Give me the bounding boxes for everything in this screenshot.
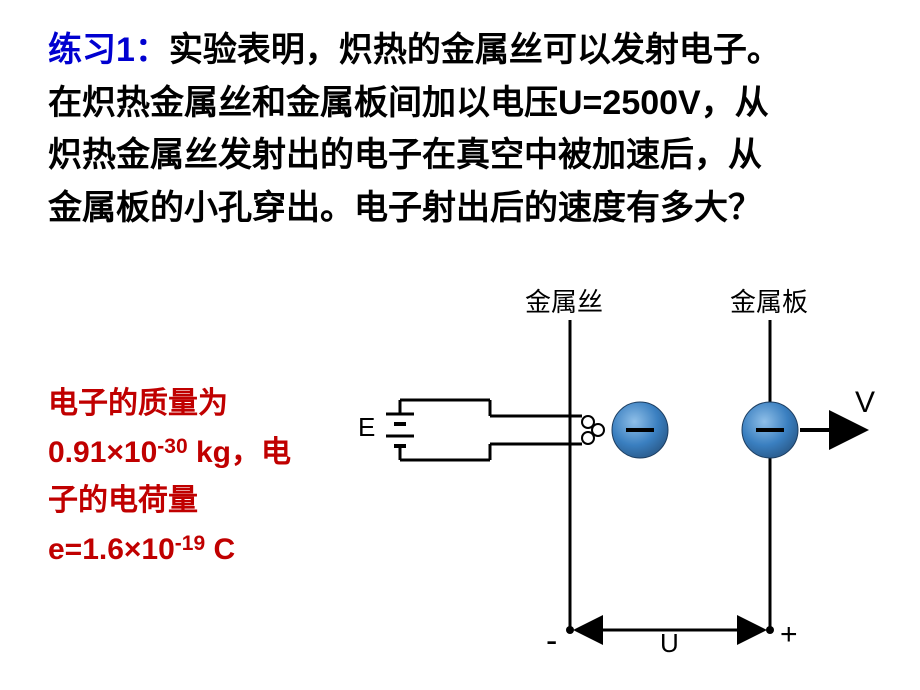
label-V: V (855, 386, 875, 420)
label-E: E (358, 412, 375, 443)
diagram-svg (350, 290, 910, 670)
mass-label: 电子的质量为 (48, 387, 228, 420)
label-plate: 金属板 (730, 282, 808, 319)
problem-line2: 在炽热金属丝和金属板间加以电压U=2500V，从 (48, 84, 769, 122)
filament-coil (582, 416, 604, 444)
wire-dot (566, 626, 574, 634)
exercise-label: 练习1： (48, 31, 169, 69)
mass-exp: -30 (157, 435, 187, 458)
mass-value-a: 0.91×10 (48, 436, 157, 469)
charge-label: 子的电荷量 (48, 484, 198, 517)
circuit-diagram: 金属丝 金属板 E V U - + (350, 290, 910, 670)
mass-value-c: kg，电 (188, 436, 291, 469)
problem-line1: 实验表明，炽热的金属丝可以发射电子。 (169, 31, 781, 69)
charge-value-a: e=1.6×10 (48, 533, 175, 566)
label-wire: 金属丝 (525, 282, 603, 319)
problem-line3: 炽热金属丝发射出的电子在真空中被加速后，从 (48, 136, 762, 174)
charge-value-b: C (205, 533, 235, 566)
problem-line4: 金属板的小孔穿出。电子射出后的速度有多大？ (48, 189, 762, 227)
problem-text: 练习1：实验表明，炽热的金属丝可以发射电子。 在炽热金属丝和金属板间加以电压U=… (48, 24, 900, 235)
plate-dot (766, 626, 774, 634)
label-minus: - (546, 622, 557, 661)
given-values: 电子的质量为 0.91×10-30 kg，电 子的电荷量 e=1.6×10-19… (48, 380, 358, 574)
charge-exp: -19 (175, 532, 205, 555)
label-U: U (660, 628, 679, 659)
label-plus: + (780, 618, 798, 652)
